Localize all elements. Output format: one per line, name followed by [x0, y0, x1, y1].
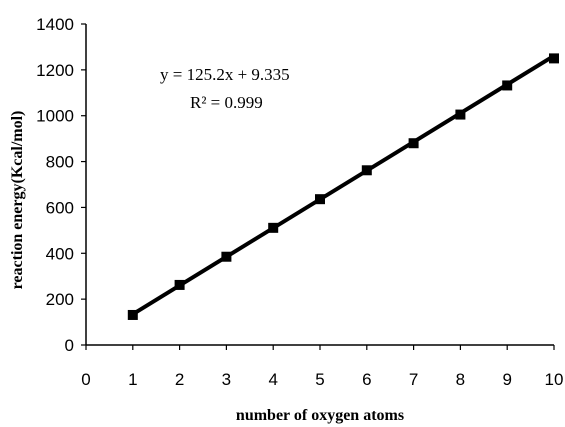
x-tick-label: 9	[502, 370, 511, 389]
x-tick-label: 1	[128, 370, 137, 389]
x-tick-label: 4	[268, 370, 277, 389]
x-tick-label: 6	[362, 370, 371, 389]
data-point	[174, 279, 185, 290]
data-point	[127, 309, 138, 320]
y-tick-label: 600	[46, 198, 74, 217]
x-tick-label: 2	[175, 370, 184, 389]
equation-annotation: y = 125.2x + 9.335	[160, 65, 290, 84]
x-tick-label: 7	[409, 370, 418, 389]
y-tick-label: 400	[46, 244, 74, 263]
y-tick-label: 0	[65, 336, 74, 355]
x-ticks: 0 1 2 3 4 5 6 7 8 9 10	[81, 345, 563, 389]
trendline	[131, 54, 556, 316]
y-ticks: 0 200 400 600 800 1000 1200 1400	[36, 15, 86, 355]
data-point	[549, 53, 559, 64]
markers-group	[127, 53, 559, 320]
y-tick-label: 800	[46, 153, 74, 172]
data-point	[455, 109, 466, 120]
x-tick-label: 10	[545, 370, 564, 389]
y-axis-title: reaction energy(Kcal/mol)	[9, 111, 26, 290]
y-tick-label: 1200	[36, 61, 74, 80]
r-squared-annotation: R² = 0.999	[190, 93, 263, 112]
data-point	[361, 165, 372, 176]
data-point	[502, 80, 513, 91]
x-axis-title: number of oxygen atoms	[236, 407, 404, 424]
plot-area: 0 200 400 600 800 1000 1200 1400 0 1 2 3 4 5 6 7 8 9 10	[36, 15, 563, 389]
data-point	[221, 251, 232, 262]
x-tick-label: 0	[81, 370, 90, 389]
data-point	[408, 138, 419, 149]
x-tick-label: 3	[222, 370, 231, 389]
data-point	[315, 194, 325, 205]
trendline-group	[131, 54, 556, 316]
y-tick-label: 1400	[36, 15, 74, 34]
x-tick-label: 5	[315, 370, 324, 389]
data-point	[268, 222, 279, 233]
y-tick-label: 200	[46, 290, 74, 309]
y-tick-label: 1000	[36, 107, 74, 126]
x-tick-label: 8	[456, 370, 465, 389]
